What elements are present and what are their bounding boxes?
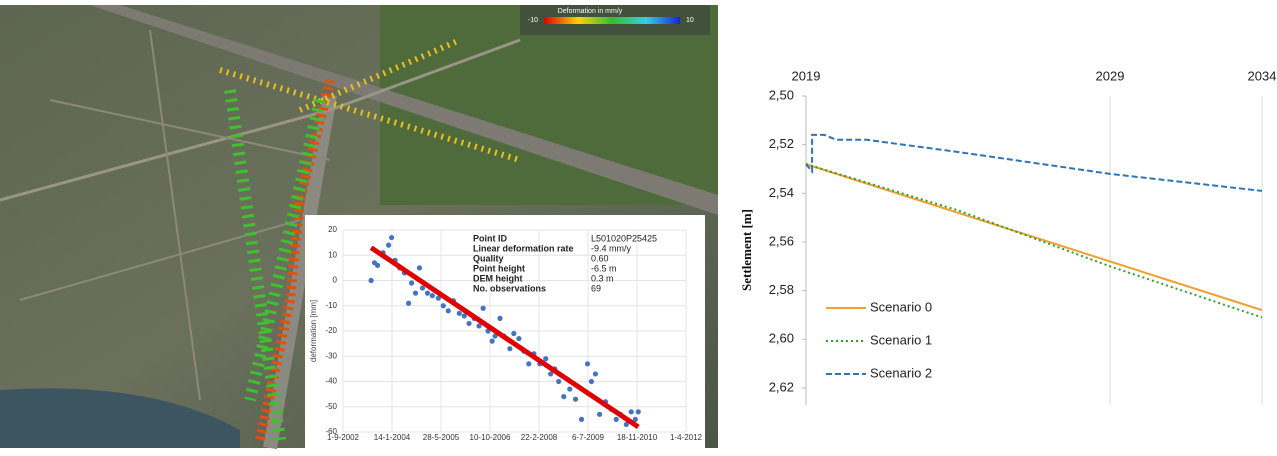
data-point (573, 397, 578, 402)
y-axis-title: deformation [mm] (309, 300, 318, 362)
data-point (636, 409, 641, 414)
info-value: 69 (591, 283, 601, 293)
y-tick-label: 2,58 (769, 282, 794, 297)
map-legend-title: Deformation in mm/y (558, 8, 623, 15)
data-point (526, 361, 531, 366)
data-point (481, 306, 486, 311)
data-point (490, 339, 495, 344)
x-tick-label: 18-11-2010 (617, 433, 658, 442)
x-tick-label: 2029 (1096, 68, 1125, 83)
data-point (597, 412, 602, 417)
data-point (561, 394, 566, 399)
y-axis-title: Settlement [m] (739, 209, 754, 291)
x-tick-label: 2034 (1248, 68, 1277, 83)
y-tick-label: -50 (325, 402, 337, 411)
x-tick-label: 22-2-2008 (521, 433, 558, 442)
series-line (806, 164, 1262, 310)
info-label: DEM height (473, 273, 523, 283)
data-point (567, 386, 572, 391)
data-point (417, 265, 422, 270)
data-point (409, 280, 414, 285)
legend-label: Scenario 1 (870, 332, 932, 347)
data-point (425, 291, 430, 296)
y-tick-label: 2,54 (769, 185, 794, 200)
data-point (511, 331, 516, 336)
info-label: Quality (473, 253, 504, 263)
data-point (413, 291, 418, 296)
info-label: Point height (473, 263, 525, 273)
x-tick-label: 28-5-2005 (423, 433, 460, 442)
y-tick-label: 2,52 (769, 136, 794, 151)
data-point (446, 308, 451, 313)
legend-label: Scenario 0 (870, 299, 932, 314)
data-point (593, 371, 598, 376)
x-tick-label: 6-7-2009 (572, 433, 605, 442)
info-value: 0.60 (591, 253, 609, 263)
data-point (629, 409, 634, 414)
y-tick-label: 10 (328, 250, 337, 259)
data-point (507, 346, 512, 351)
info-label: Point ID (473, 233, 507, 243)
y-tick-label: 2,50 (769, 87, 794, 102)
y-tick-label: -10 (325, 301, 337, 310)
data-point (369, 278, 374, 283)
info-label: No. observations (473, 283, 546, 293)
y-tick-label: -40 (325, 377, 337, 386)
data-point (441, 303, 446, 308)
data-point (466, 321, 471, 326)
y-tick-label: 20 (328, 225, 337, 234)
data-point (516, 336, 521, 341)
data-point (430, 293, 435, 298)
data-point (386, 243, 391, 248)
colorbar-min: -10 (528, 17, 538, 24)
data-point (556, 379, 561, 384)
info-value: -9.4 mm/y (591, 243, 632, 253)
colorbar-max: 10 (686, 17, 694, 24)
y-tick-label: -20 (325, 326, 337, 335)
series-line (806, 164, 1262, 317)
y-tick-label: 2,62 (769, 379, 794, 394)
info-label: Linear deformation rate (473, 243, 574, 253)
y-tick-label: 2,60 (769, 331, 794, 346)
data-point (543, 356, 548, 361)
data-point (457, 311, 462, 316)
x-tick-label: 1-4-2012 (670, 433, 703, 442)
info-value: 0.3 m (591, 273, 614, 283)
x-tick-label: 14-1-2004 (374, 433, 411, 442)
y-tick-label: 0 (333, 276, 338, 285)
series-line (806, 135, 1262, 191)
y-tick-label: 2,56 (769, 233, 794, 248)
data-point (585, 361, 590, 366)
data-point (389, 235, 394, 240)
info-value: -6.5 m (591, 263, 617, 273)
data-point (406, 301, 411, 306)
data-point (589, 379, 594, 384)
data-point (614, 417, 619, 422)
info-value: L501020P25425 (591, 233, 657, 243)
x-tick-label: 1-9-2002 (327, 433, 360, 442)
x-tick-label: 2019 (792, 68, 821, 83)
data-point (497, 316, 502, 321)
y-tick-label: -30 (325, 351, 337, 360)
data-point (375, 263, 380, 268)
x-tick-label: 10-10-2006 (470, 433, 511, 442)
page: Deformation in mm/y -10 10 20 10 0 -10 -20 -3… (0, 0, 1277, 451)
data-point (579, 417, 584, 422)
legend-label: Scenario 2 (870, 365, 932, 380)
colorbar (544, 17, 680, 24)
